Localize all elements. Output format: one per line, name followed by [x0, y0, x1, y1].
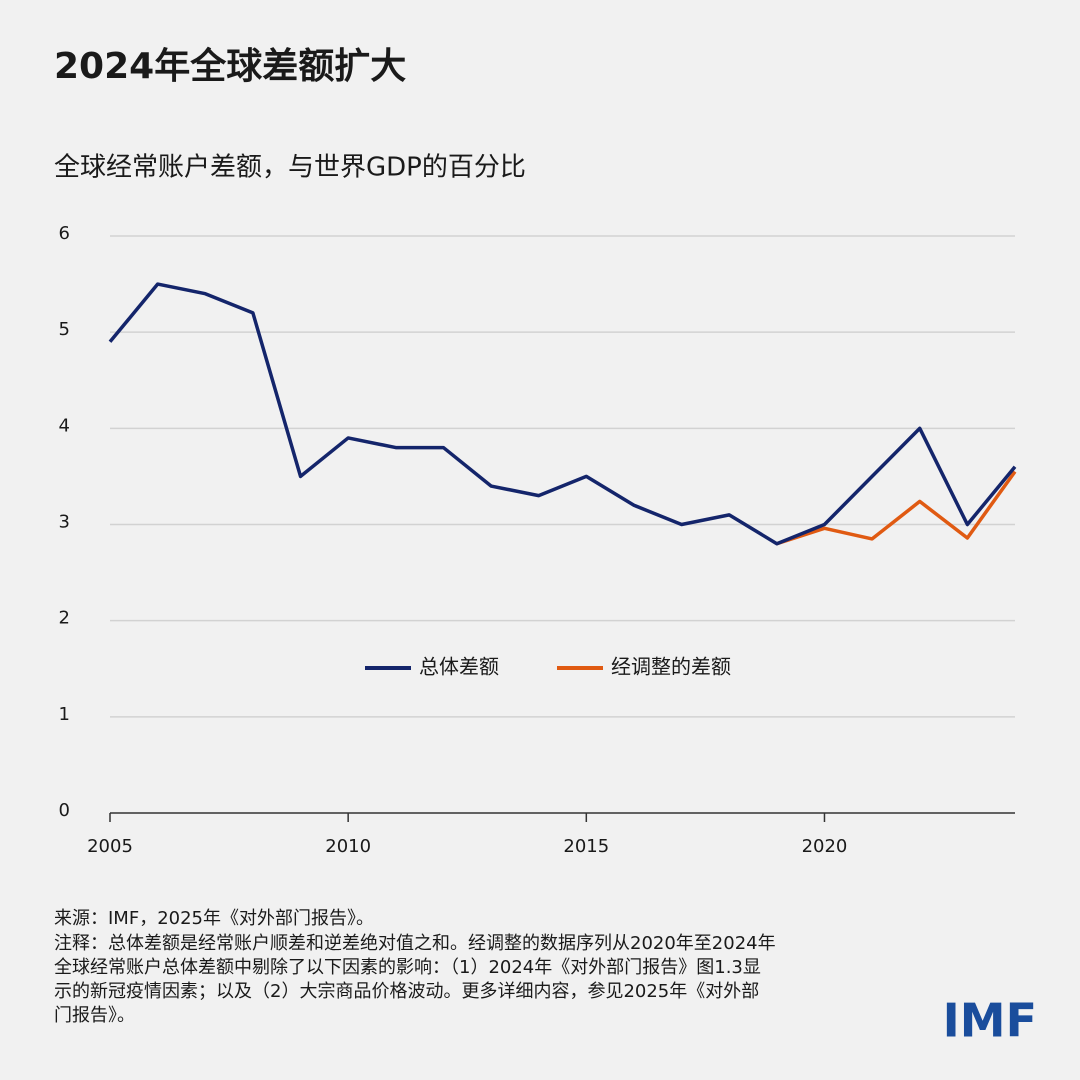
note-line: 全球经常账户总体差额中剔除了以下因素的影响：（1）2024年《对外部门报告》图1… — [54, 957, 761, 978]
series-line — [108, 282, 1017, 546]
chart-title: 2024年全球差额扩大 — [54, 45, 406, 87]
y-tick-label: 6 — [59, 223, 70, 244]
chart-subtitle: 全球经常账户差额，与世界GDP的百分比 — [54, 153, 526, 183]
logo: IMF — [943, 994, 1037, 1048]
x-tick-label: 2015 — [563, 836, 609, 857]
legend-label: 经调整的差额 — [611, 655, 731, 679]
series-line — [776, 470, 1017, 546]
y-tick-label: 1 — [59, 704, 70, 725]
x-tick-label: 2010 — [325, 836, 371, 857]
x-tick-label: 2020 — [802, 836, 848, 857]
y-tick-label: 4 — [59, 415, 70, 436]
x-tick-label: 2005 — [87, 836, 133, 857]
note-line: 示的新冠疫情因素；以及（2）大宗商品价格波动。更多详细内容，参见2025年《对外… — [54, 981, 759, 1002]
note-line: 注释：总体差额是经常账户顺差和逆差绝对值之和。经调整的数据序列从2020年至20… — [54, 933, 776, 954]
y-tick-label: 5 — [59, 319, 70, 340]
y-tick-label: 3 — [59, 512, 70, 533]
legend-label: 总体差额 — [419, 655, 499, 679]
source: 来源：IMF，2025年《对外部门报告》。 — [54, 908, 374, 929]
note-line: 门报告》。 — [54, 1005, 135, 1026]
y-tick-label: 0 — [59, 800, 70, 821]
y-tick-label: 2 — [59, 608, 70, 629]
